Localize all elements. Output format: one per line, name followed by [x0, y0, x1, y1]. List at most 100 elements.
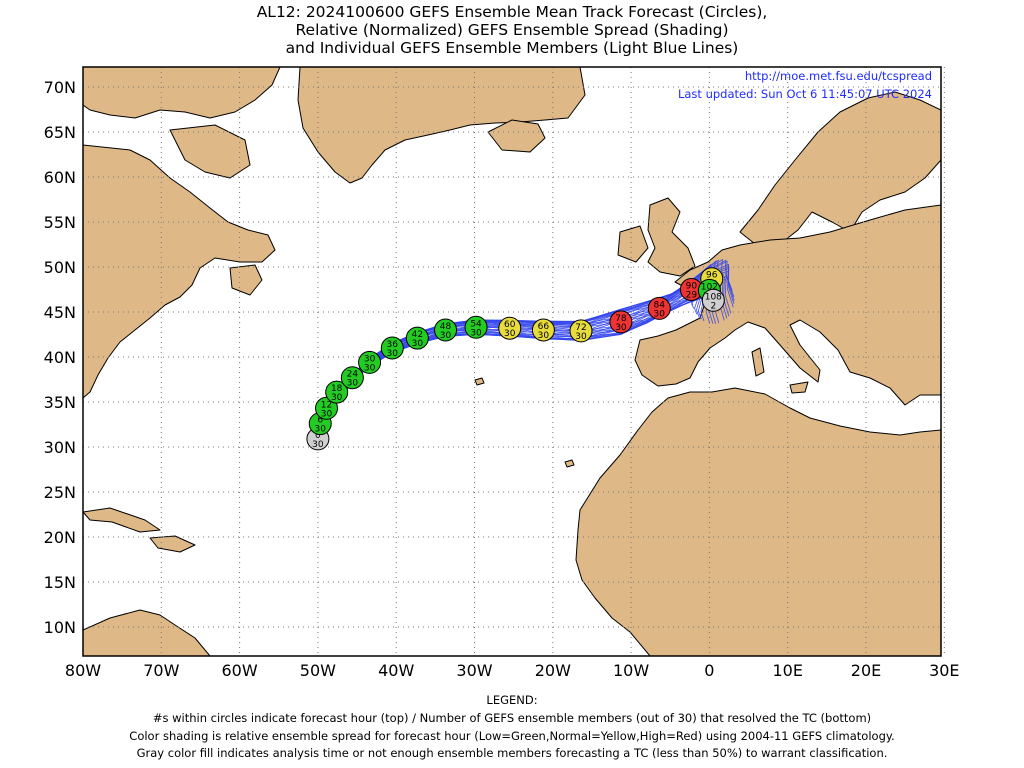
- member-count-label: 30: [654, 309, 666, 319]
- latitude-label: 65N: [44, 123, 76, 142]
- spread-circle: [434, 318, 458, 342]
- member-count-label: 30: [470, 328, 482, 338]
- grid-lines: [83, 67, 945, 656]
- forecast-hour-label: 60: [504, 320, 516, 330]
- forecast-hour-label: 30: [364, 354, 376, 364]
- forecast-hour-label: 12: [321, 400, 332, 410]
- longitude-label: 80W: [65, 661, 101, 680]
- spread-circle: [380, 336, 404, 360]
- track-map: 0306301230183024303030363042304830543060…: [44, 66, 960, 680]
- spread-circle: [405, 326, 429, 350]
- member-count-label: 30: [347, 379, 359, 389]
- latitude-label: 50N: [44, 258, 76, 277]
- forecast-hour-label: 0: [315, 431, 321, 441]
- legend-line-2: Color shading is relative ensemble sprea…: [129, 729, 895, 743]
- spread-circle: [569, 319, 593, 343]
- member-count-label: 30: [321, 409, 333, 419]
- longitude-label: 30E: [929, 661, 959, 680]
- corsica-sardinia: [751, 347, 765, 377]
- map-frame: [82, 66, 942, 657]
- map-title-line-3: and Individual GEFS Ensemble Members (Li…: [285, 39, 739, 57]
- member-count-label: 30: [504, 329, 516, 339]
- latitude-label: 40N: [44, 348, 76, 367]
- forecast-hour-label: 48: [440, 322, 452, 332]
- member-count-label: 30: [387, 349, 399, 359]
- south-america-landmass: [83, 609, 211, 656]
- great-britain: [647, 197, 696, 277]
- last-updated-text: Last updated: Sun Oct 6 11:45:07 UTC 202…: [677, 87, 932, 101]
- landmasses: [83, 67, 941, 656]
- azores: [474, 377, 485, 386]
- member-count-label: 30: [575, 332, 587, 342]
- arctic-islands: [83, 67, 281, 119]
- forecast-hour-label: 84: [654, 300, 666, 310]
- latitude-label: 55N: [44, 213, 76, 232]
- forecast-hour-label: 36: [387, 340, 399, 350]
- longitude-label: 30W: [456, 661, 492, 680]
- longitude-label: 20W: [535, 661, 571, 680]
- sicily: [789, 381, 809, 394]
- latitude-axis-labels: 70N 65N 60N 55N 50N 45N 40N 35N 30N 25N 20N 15N 10N: [44, 78, 76, 637]
- spread-circle: [609, 310, 633, 334]
- africa-landmass: [575, 387, 941, 656]
- latitude-label: 25N: [44, 483, 76, 502]
- source-url-link[interactable]: http://moe.met.fsu.edu/tcspread: [744, 69, 932, 83]
- spread-circle: [340, 366, 364, 390]
- spread-circle: [531, 318, 555, 342]
- forecast-hour-label: 72: [575, 323, 586, 333]
- spread-circle: [498, 316, 522, 340]
- baffin-island: [169, 124, 251, 179]
- north-america-landmass: [83, 144, 276, 399]
- member-count-label: 30: [312, 440, 324, 450]
- latitude-label: 10N: [44, 618, 76, 637]
- mean-track-circles: 0306301230183024303030363042304830543060…: [306, 267, 725, 451]
- forecast-hour-label: 54: [470, 319, 482, 329]
- forecast-hour-label: 18: [331, 384, 343, 394]
- forecast-hour-label: 6: [317, 416, 323, 426]
- spread-circle: [358, 350, 382, 374]
- longitude-label: 10W: [613, 661, 649, 680]
- forecast-hour-label: 42: [412, 330, 423, 340]
- forecast-hour-label: 66: [538, 322, 550, 332]
- iceland: [487, 119, 546, 153]
- forecast-hour-label: 78: [615, 314, 627, 324]
- member-count-label: 30: [412, 339, 424, 349]
- longitude-label: 10E: [772, 661, 802, 680]
- scandinavia: [739, 91, 941, 249]
- member-count-label: 29: [686, 291, 698, 301]
- spread-circle: [647, 296, 671, 320]
- newfoundland: [229, 264, 263, 296]
- longitude-label: 50W: [300, 661, 336, 680]
- longitude-label: 40W: [378, 661, 414, 680]
- forecast-hour-label: 24: [347, 370, 359, 380]
- latitude-label: 35N: [44, 393, 76, 412]
- longitude-label: 20E: [851, 661, 881, 680]
- map-title-line-2: Relative (Normalized) GEFS Ensemble Spre…: [295, 21, 729, 39]
- european-mainland: [634, 204, 941, 406]
- latitude-label: 20N: [44, 528, 76, 547]
- latitude-label: 60N: [44, 168, 76, 187]
- member-count-label: 30: [440, 331, 452, 341]
- legend-line-1: #s within circles indicate forecast hour…: [152, 711, 872, 725]
- latitude-label: 30N: [44, 438, 76, 457]
- latitude-label: 45N: [44, 303, 76, 322]
- cuba: [83, 507, 161, 533]
- member-count-label: 30: [364, 363, 376, 373]
- legend-heading: LEGEND:: [486, 693, 538, 707]
- longitude-label: 60W: [222, 661, 258, 680]
- greenland-landmass: [297, 67, 586, 184]
- forecast-hour-label: 108: [705, 292, 722, 302]
